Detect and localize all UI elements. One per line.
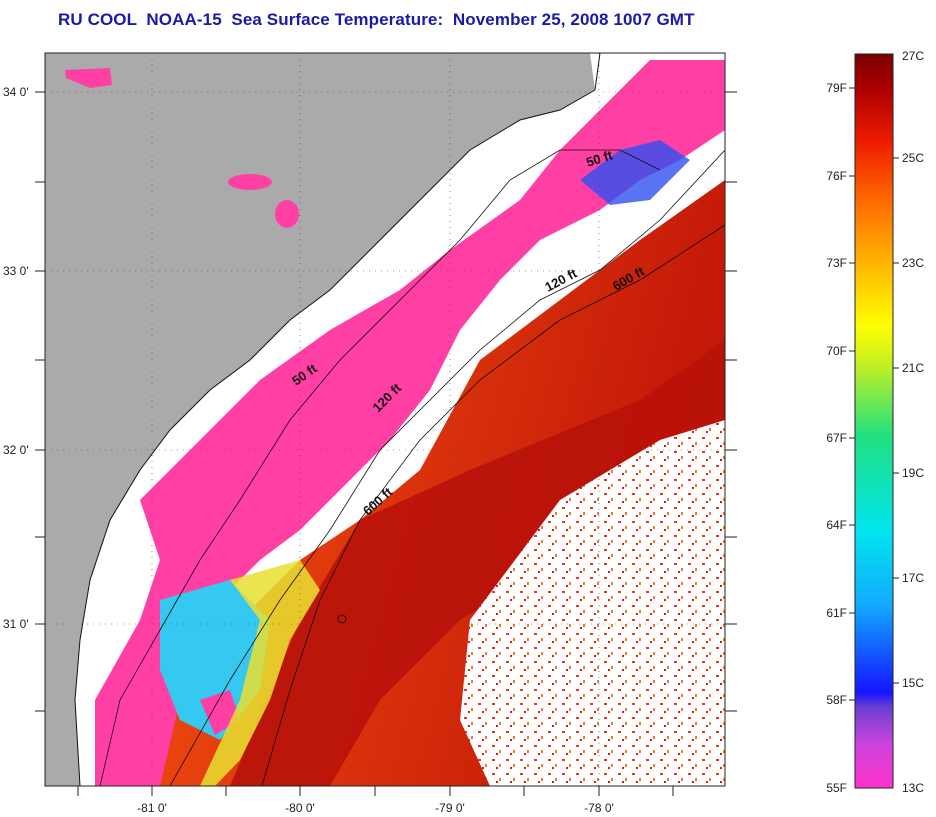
colorbar-f-61: 61F: [826, 606, 847, 620]
colorbar-f-55: 55F: [826, 781, 847, 795]
colorbar-c-21: 21C: [902, 361, 924, 375]
land-mass: [45, 53, 595, 786]
lat-label-34: 34 0': [3, 85, 29, 99]
map-frame: [44, 52, 726, 787]
colorbar-f-58: 58F: [826, 693, 847, 707]
colorbar-f-76: 76F: [826, 169, 847, 183]
transition-zone: [200, 560, 320, 786]
map-imagery: 50 ft 120 ft 600 ft 50 ft 120 ft 600 ft: [45, 53, 725, 786]
colorbar-c-19: 19C: [902, 466, 924, 480]
colorbar-f-64: 64F: [826, 518, 847, 532]
colorbar-c-13: 13C: [902, 781, 924, 795]
colorbar-f-67: 67F: [826, 431, 847, 445]
colorbar-c-15: 15C: [902, 676, 924, 690]
colorbar-ticks: [849, 87, 899, 701]
cold-shelf-water: [95, 60, 725, 786]
colorbar-c-23: 23C: [902, 256, 924, 270]
coastline: [74, 53, 601, 786]
isobath-120ft: [169, 149, 725, 786]
colorbar-f-79: 79F: [826, 81, 847, 95]
blue-patch-north: [580, 140, 690, 205]
colorbar-c-17: 17C: [902, 571, 924, 585]
lat-label-33: 33 0': [3, 264, 29, 278]
cloud-speckle-area: [460, 420, 725, 786]
lon-label-81: -81 0': [137, 801, 167, 815]
gulf-stream-core: [230, 340, 725, 786]
lon-label-79: -79 0': [435, 801, 465, 815]
colorbar-c-25: 25C: [902, 151, 924, 165]
lat-label-31: 31 0': [3, 617, 29, 631]
lon-label-80: -80 0': [285, 801, 315, 815]
map-title: RU COOL NOAA-15 Sea Surface Temperature:…: [58, 10, 695, 29]
colorbar-f-73: 73F: [826, 256, 847, 270]
lat-lon-grid: [45, 53, 725, 786]
colorbar-c-27: 27C: [902, 49, 924, 63]
lat-label-32: 32 0': [3, 443, 29, 457]
colorbar: [854, 53, 894, 789]
axis-ticks: [35, 91, 737, 796]
isobath-50ft: [99, 149, 661, 786]
colorbar-f-70: 70F: [826, 344, 847, 358]
lon-label-78: -78 0': [584, 801, 614, 815]
